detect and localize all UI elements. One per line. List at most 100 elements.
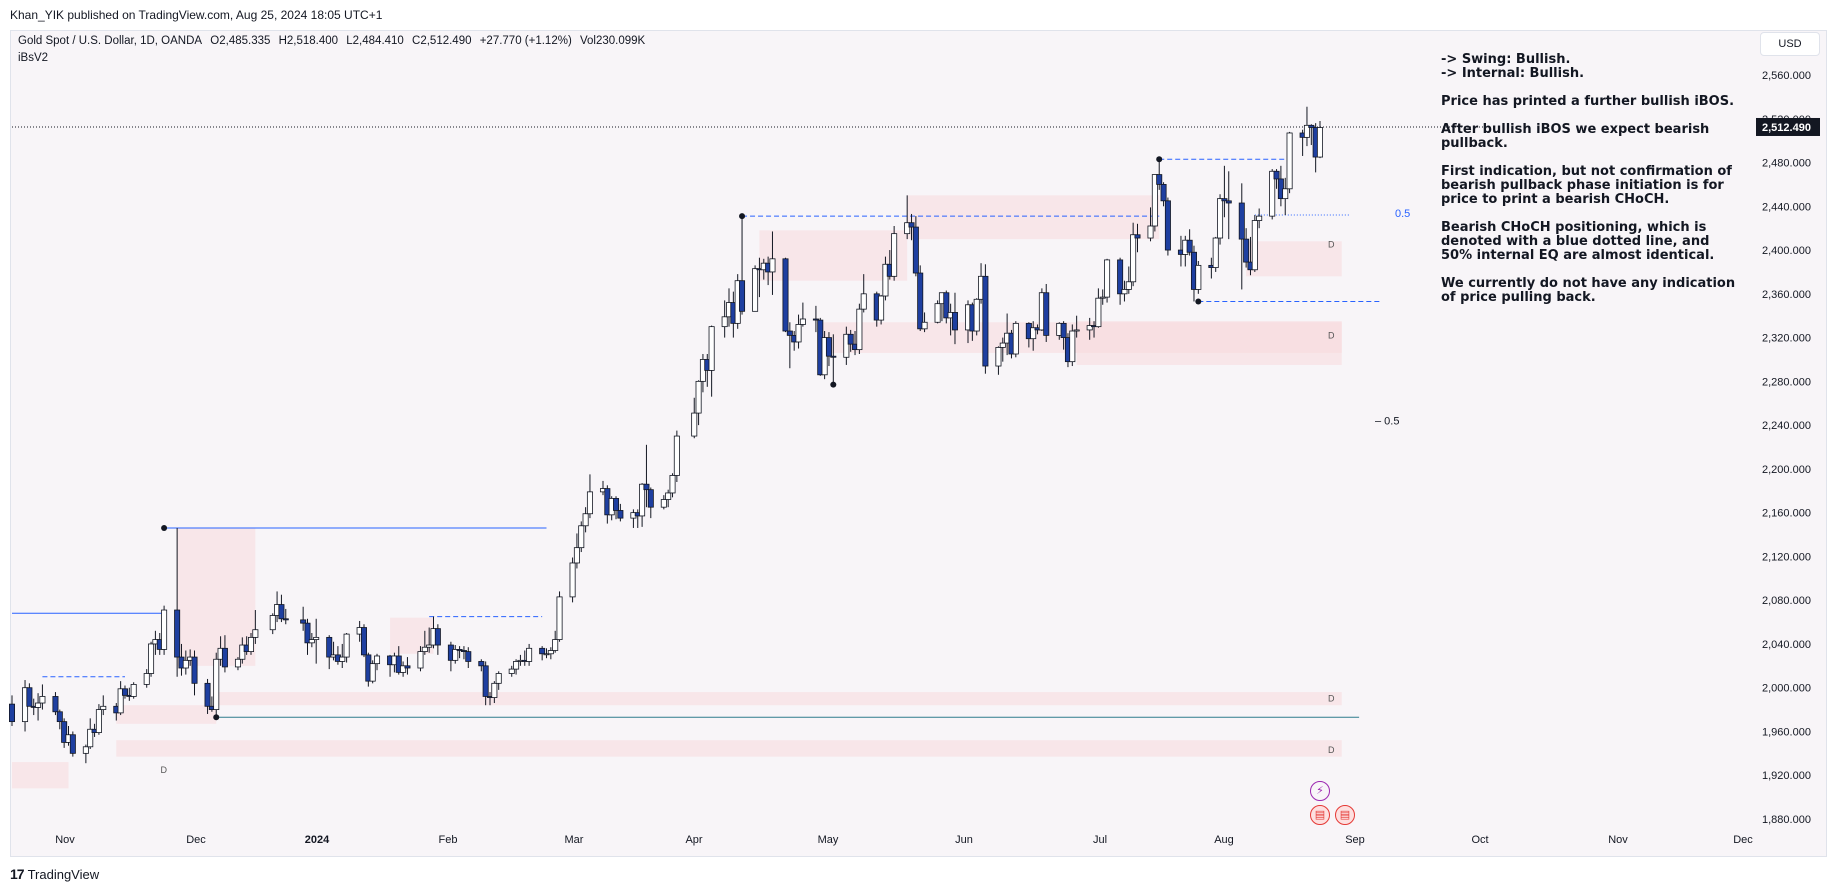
price-tick: 2,360.000 xyxy=(1762,289,1811,301)
candle-body xyxy=(526,647,533,662)
candle xyxy=(630,509,637,528)
candle xyxy=(1104,258,1111,303)
symbol-legend[interactable]: Gold Spot / U.S. Dollar, 1D, OANDA O2,48… xyxy=(18,35,650,47)
candle xyxy=(739,216,746,315)
candle xyxy=(1308,124,1315,146)
candle-body xyxy=(799,318,806,325)
candle-body xyxy=(1099,296,1106,299)
candles-layer xyxy=(8,106,1324,764)
last-price-label: 2,512.490 xyxy=(1762,122,1811,134)
candle xyxy=(1130,222,1137,287)
price-tick: 1,920.000 xyxy=(1762,770,1811,782)
candle xyxy=(578,521,585,553)
candle xyxy=(1221,165,1228,218)
candle xyxy=(552,630,559,653)
candle-body xyxy=(1308,124,1315,128)
time-tick: Jul xyxy=(1093,834,1107,846)
candle xyxy=(1125,266,1132,294)
candle xyxy=(204,678,211,714)
currency-button[interactable]: USD xyxy=(1760,32,1820,56)
tv-logo-icon: 17 xyxy=(10,866,25,882)
candle-body xyxy=(586,491,593,515)
candle-body xyxy=(221,647,228,668)
candle-body xyxy=(795,324,802,343)
candle-body xyxy=(35,702,42,708)
candle-body xyxy=(1125,281,1132,290)
candle xyxy=(360,624,367,658)
candle xyxy=(400,661,407,677)
candle-body xyxy=(300,619,307,624)
candle xyxy=(691,397,698,439)
candle-body xyxy=(95,709,102,733)
candle-body xyxy=(1221,198,1228,202)
candle xyxy=(1147,207,1154,242)
eq-label: 0.5 xyxy=(1395,208,1410,220)
candle-body xyxy=(1251,220,1258,271)
candle-body xyxy=(539,647,546,655)
price-tick: 2,120.000 xyxy=(1762,551,1811,563)
candle-body xyxy=(269,615,276,631)
candle-body xyxy=(582,513,589,527)
us-flag-icon[interactable]: ▤ xyxy=(1335,805,1355,825)
candle-body xyxy=(769,258,776,273)
candle-body xyxy=(578,525,585,549)
candle-body xyxy=(647,489,654,508)
time-tick: Aug xyxy=(1214,834,1234,846)
candle-body xyxy=(917,272,924,330)
candle xyxy=(282,608,289,625)
candle xyxy=(1212,236,1219,272)
candle-body xyxy=(1273,170,1280,180)
candle-body xyxy=(782,258,789,332)
candle-body xyxy=(569,562,576,598)
tradingview-logo[interactable]: 17 TradingView xyxy=(10,866,99,882)
candle-body xyxy=(339,656,346,662)
price-tick: 2,040.000 xyxy=(1762,639,1811,651)
candle xyxy=(161,605,168,655)
candle-body xyxy=(148,643,155,674)
candle-body xyxy=(1243,238,1250,263)
candle-body xyxy=(174,609,181,658)
candle xyxy=(95,704,102,735)
candle xyxy=(1273,169,1280,189)
candle-body xyxy=(39,696,46,704)
us-flag-icon[interactable]: ▤ xyxy=(1310,805,1330,825)
candle-body xyxy=(843,333,850,358)
candle-body xyxy=(491,682,498,698)
candle xyxy=(148,641,155,677)
time-tick: Oct xyxy=(1471,834,1488,846)
volume-value: Vol230.099K xyxy=(579,35,646,47)
demand-zone xyxy=(116,740,1342,757)
candle-body xyxy=(508,668,515,674)
swing-point xyxy=(739,213,746,220)
time-tick: Nov xyxy=(55,834,75,846)
candle-body xyxy=(1073,329,1080,332)
candle xyxy=(1282,177,1289,216)
candle-body xyxy=(995,347,1002,367)
candle xyxy=(343,633,350,663)
candle-body xyxy=(1217,198,1224,239)
candle xyxy=(617,503,624,522)
candle xyxy=(1164,197,1171,256)
candle-body xyxy=(252,629,259,638)
candle xyxy=(769,231,776,295)
candle xyxy=(191,650,198,696)
candle-body xyxy=(117,688,124,714)
price-tick: 2,440.000 xyxy=(1762,201,1811,213)
lightning-icon[interactable]: ⚡ xyxy=(1310,781,1330,801)
candle-body xyxy=(1086,325,1093,331)
candle-body xyxy=(669,475,676,494)
candle xyxy=(1121,280,1128,302)
candle xyxy=(269,613,276,635)
demand-zone xyxy=(1246,241,1342,277)
candle xyxy=(482,661,489,706)
candle xyxy=(1225,171,1232,240)
indicator-name[interactable]: iBsV2 xyxy=(18,52,49,64)
candle xyxy=(239,637,246,664)
candle xyxy=(1195,261,1202,294)
chart-pane[interactable] xyxy=(10,30,1827,857)
candle xyxy=(882,256,889,301)
candle-body xyxy=(239,644,246,660)
candle xyxy=(795,314,802,349)
candle-body xyxy=(282,618,289,621)
